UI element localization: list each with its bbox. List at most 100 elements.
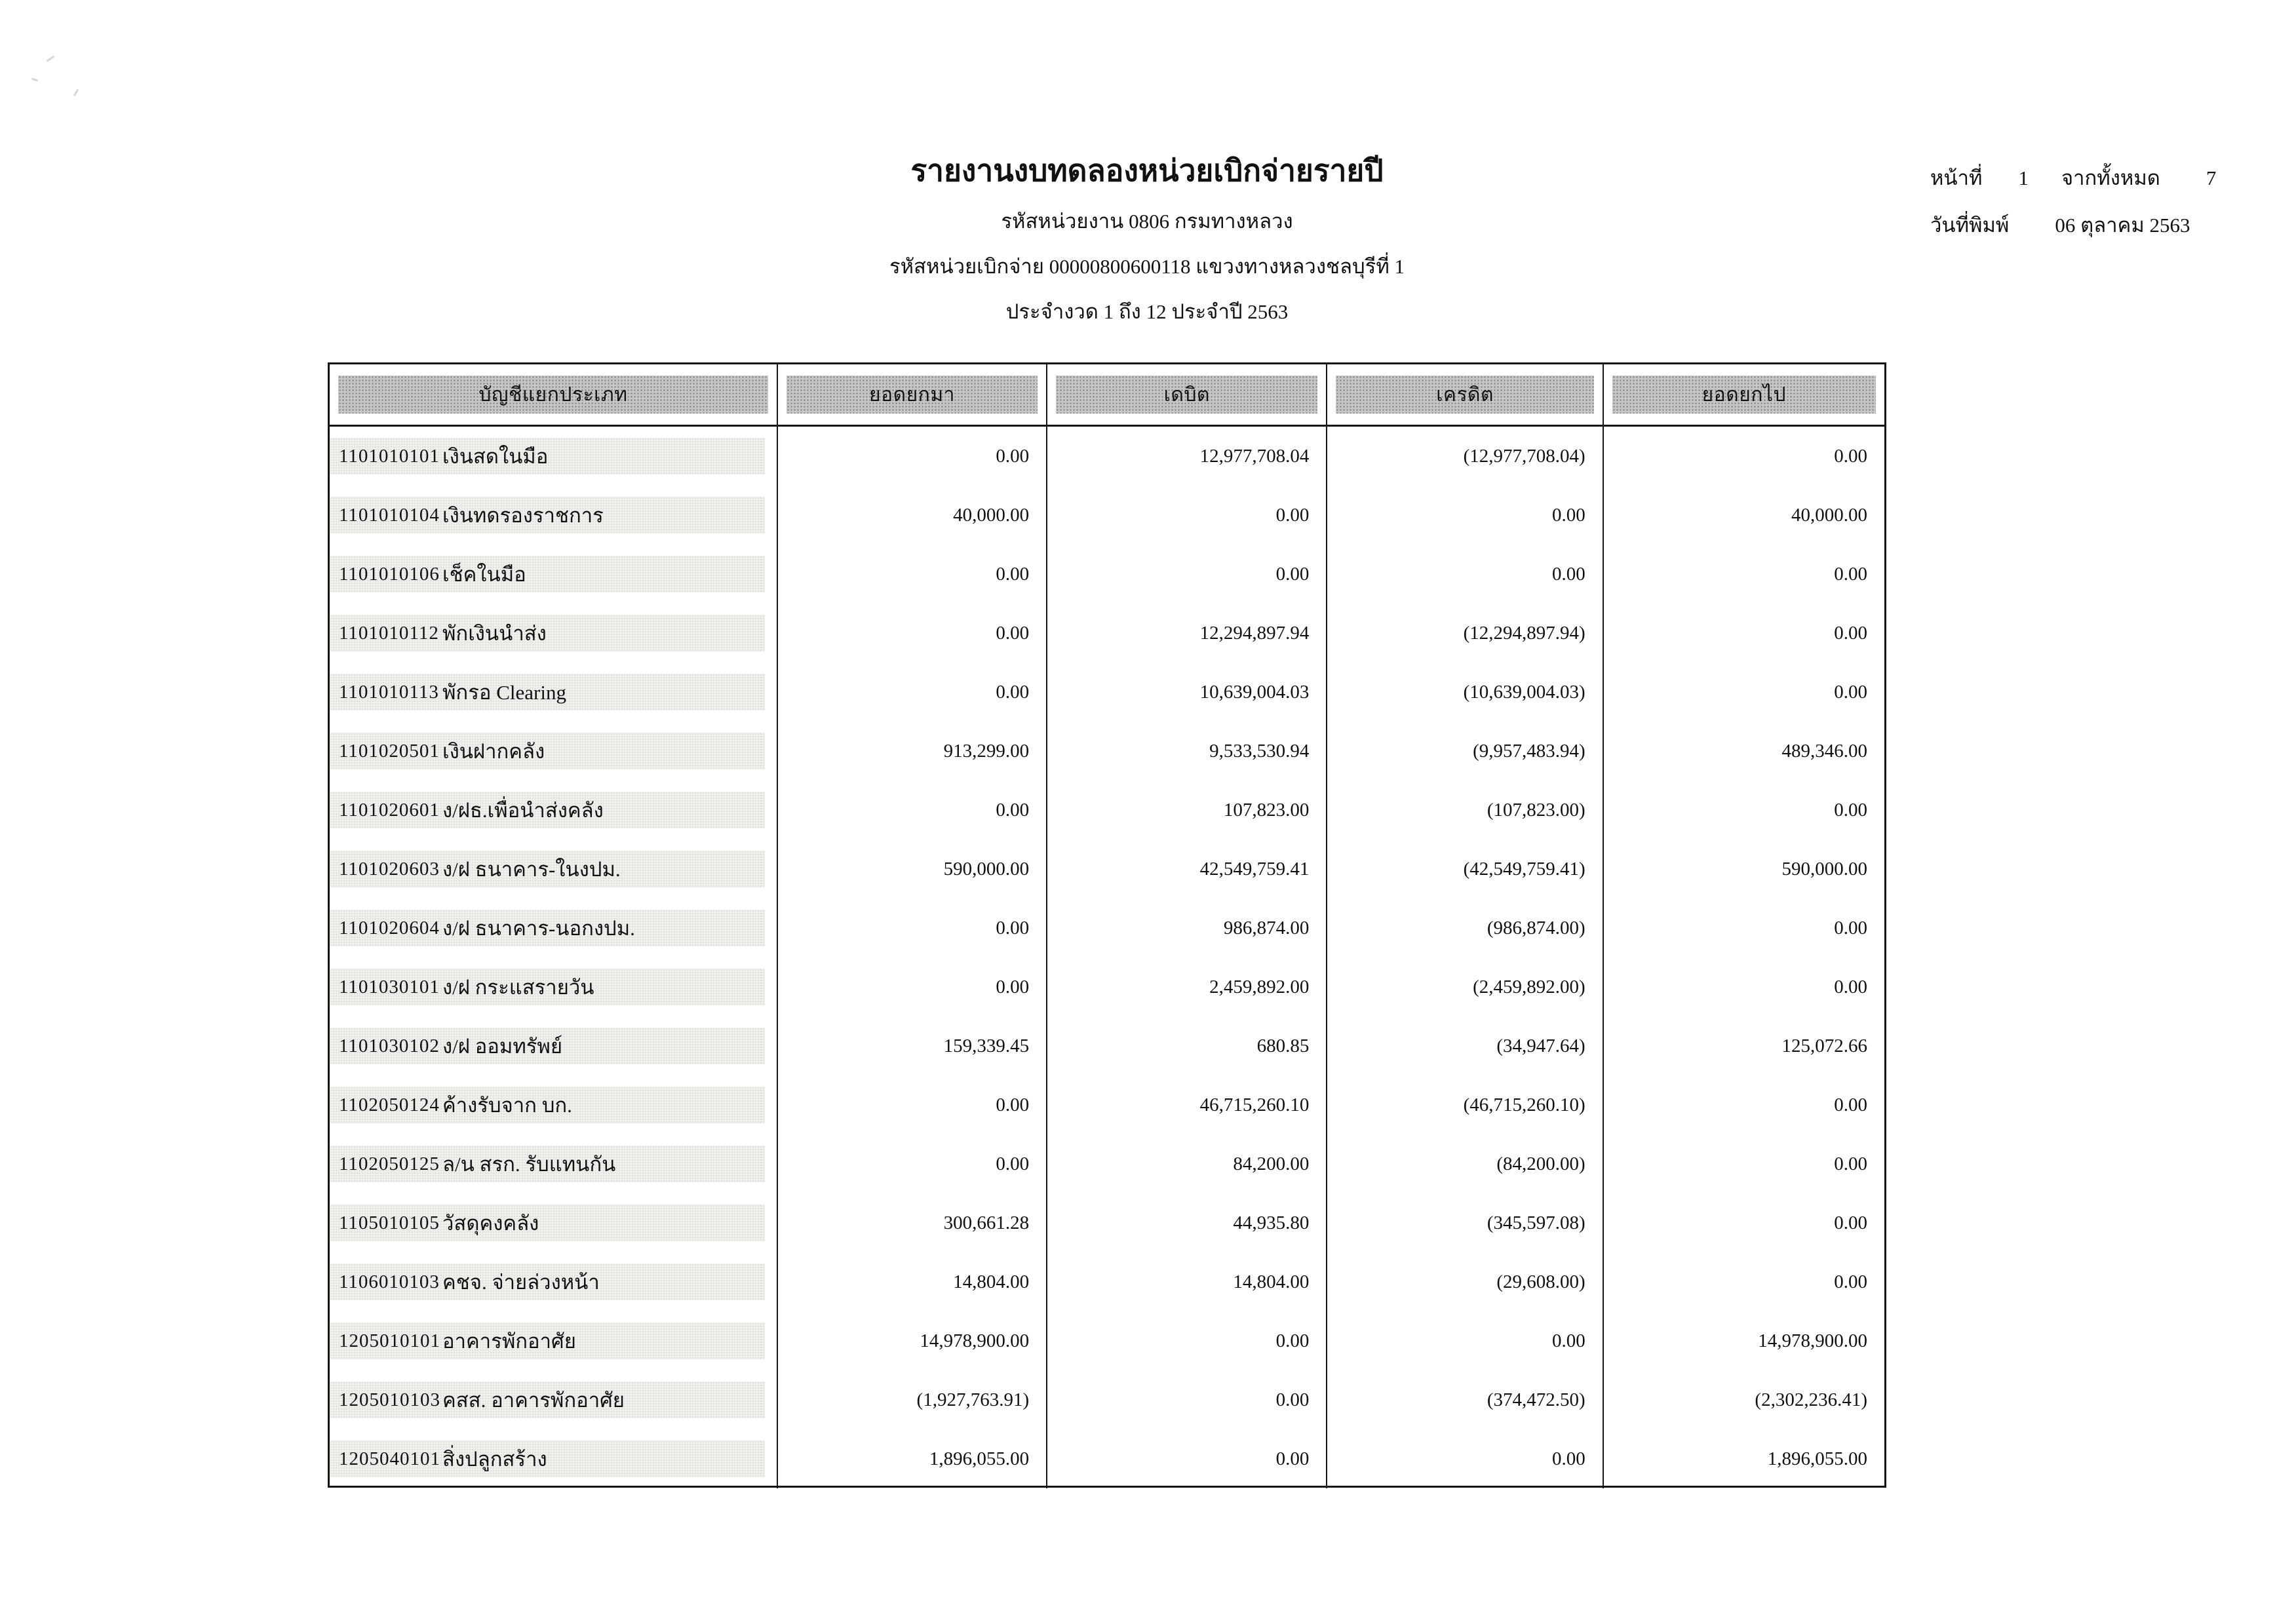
table-row: 1101010104 เงินทดรองราชการ 40,000.00 0.0…: [330, 486, 1884, 545]
account-band: 1205040101 สิ่งปลูกสร้าง: [330, 1440, 765, 1477]
table-row: 1101020604 ง/ฝ ธนาคาร-นอกงปม. 0.00 986,8…: [330, 899, 1884, 957]
account-band: 1101010112 พักเงินนำส่ง: [330, 615, 765, 651]
scan-mark: [31, 77, 39, 82]
account-band: 1101030101 ง/ฝ กระแสรายวัน: [330, 969, 765, 1005]
brought-forward-cell: 0.00: [778, 957, 1048, 1016]
debit-cell: 12,977,708.04: [1047, 427, 1328, 486]
account-cell: 1101020601 ง/ฝธ.เพื่อนำส่งคลัง: [330, 781, 778, 840]
carried-forward-cell: 0.00: [1834, 917, 1867, 938]
carried-forward-cell: 0.00: [1834, 1094, 1867, 1115]
debit-cell: 46,715,260.10: [1047, 1075, 1328, 1134]
page-number-line: หน้าที่ 1 จากทั้งหมด 7: [1930, 161, 2216, 194]
account-name: คสส. อาคารพักอาศัย: [442, 1389, 625, 1412]
account-code: 1205040101: [339, 1448, 440, 1469]
table-row: 1101020601 ง/ฝธ.เพื่อนำส่งคลัง 0.00 107,…: [330, 781, 1884, 840]
table-row: 1101020501 เงินฝากคลัง 913,299.00 9,533,…: [330, 722, 1884, 781]
account-cell: 1106010103 คชจ. จ่ายล่วงหน้า: [330, 1252, 778, 1311]
print-date-value: 06 ตุลาคม 2563: [2055, 214, 2190, 237]
account-code: 1105010105: [339, 1212, 440, 1233]
account-band: 1102050124 ค้างรับจาก บก.: [330, 1087, 765, 1123]
credit-cell: (2,459,892.00): [1327, 957, 1604, 1016]
brought-forward-cell: 300,661.28: [778, 1193, 1048, 1252]
table-row: 1102050124 ค้างรับจาก บก. 0.00 46,715,26…: [330, 1075, 1884, 1134]
table-row: 1101010113 พักรอ Clearing 0.00 10,639,00…: [330, 663, 1884, 722]
table-header-row: บัญชีแยกประเภท ยอดยกมา เดบิต เครดิต ยอดย…: [330, 364, 1884, 427]
carried-forward-cell: 0.00: [1834, 681, 1867, 703]
debit-cell: 0.00: [1047, 1370, 1328, 1429]
account-cell: 1101020603 ง/ฝ ธนาคาร-ในงปม.: [330, 840, 778, 899]
table-row: 1205010101 อาคารพักอาศัย 14,978,900.00 0…: [330, 1311, 1884, 1370]
brought-forward-cell: 0.00: [778, 899, 1048, 957]
period-line: ประจำงวด 1 ถึง 12 ประจำปี 2563: [1005, 300, 1289, 323]
page-of-label: จากทั้งหมด: [2061, 166, 2160, 189]
table-row: 1102050125 ล/น สรก. รับแทนกัน 0.00 84,20…: [330, 1134, 1884, 1193]
header-cell-account: บัญชีแยกประเภท: [330, 364, 778, 425]
account-name: อาคารพักอาศัย: [442, 1330, 576, 1353]
brought-forward-cell: 14,804.00: [778, 1252, 1048, 1311]
account-name: ง/ฝ กระแสรายวัน: [442, 976, 594, 999]
account-code: 1101030101: [339, 976, 440, 997]
header-cell-brought-forward: ยอดยกมา: [778, 364, 1048, 425]
account-name: ล/น สรก. รับแทนกัน: [442, 1153, 616, 1176]
account-cell: 1101020604 ง/ฝ ธนาคาร-นอกงปม.: [330, 899, 778, 957]
account-code: 1101030102: [339, 1035, 440, 1056]
carried-forward-cell: 0.00: [1834, 976, 1867, 997]
account-code: 1101010104: [339, 504, 440, 526]
credit-cell: 0.00: [1327, 1429, 1604, 1488]
account-cell: 1205010101 อาคารพักอาศัย: [330, 1311, 778, 1370]
account-name: เงินฝากคลัง: [442, 740, 545, 763]
credit-cell: 0.00: [1327, 545, 1604, 604]
brought-forward-cell: 159,339.45: [778, 1016, 1048, 1075]
account-band: 1101020603 ง/ฝ ธนาคาร-ในงปม.: [330, 851, 765, 887]
account-cell: 1101010101 เงินสดในมือ: [330, 427, 778, 486]
brought-forward-cell: 14,978,900.00: [778, 1311, 1048, 1370]
disbursement-unit-line: รหัสหน่วยเบิกจ่าย 00000800600118 แขวงทาง…: [889, 255, 1405, 278]
trial-balance-table: บัญชีแยกประเภท ยอดยกมา เดบิต เครดิต ยอดย…: [328, 362, 1886, 1488]
page-label: หน้าที่: [1930, 166, 1983, 189]
carried-forward-cell: 0.00: [1834, 799, 1867, 821]
total-pages: 7: [2206, 166, 2217, 189]
debit-cell: 0.00: [1047, 1311, 1328, 1370]
account-code: 1101010106: [339, 563, 440, 585]
account-band: 1105010105 วัสดุคงคลัง: [330, 1205, 765, 1241]
table-row: 1101030101 ง/ฝ กระแสรายวัน 0.00 2,459,89…: [330, 957, 1884, 1016]
account-band: 1101020501 เงินฝากคลัง: [330, 733, 765, 769]
debit-cell: 42,549,759.41: [1047, 840, 1328, 899]
carried-forward-cell: 0.00: [1834, 622, 1867, 644]
debit-cell: 84,200.00: [1047, 1134, 1328, 1193]
credit-cell: (12,977,708.04): [1327, 427, 1604, 486]
account-name: เงินทดรองราชการ: [442, 504, 604, 527]
table-row: 1101010106 เช็คในมือ 0.00 0.00 0.00 0.00: [330, 545, 1884, 604]
account-code: 1106010103: [339, 1271, 440, 1292]
account-code: 1101020601: [339, 799, 440, 821]
credit-cell: 0.00: [1327, 486, 1604, 545]
debit-cell: 107,823.00: [1047, 781, 1328, 840]
table-row: 1105010105 วัสดุคงคลัง 300,661.28 44,935…: [330, 1193, 1884, 1252]
header-carried-forward-label: ยอดยกไป: [1612, 376, 1876, 414]
account-cell: 1102050124 ค้างรับจาก บก.: [330, 1075, 778, 1134]
credit-cell: (42,549,759.41): [1327, 840, 1604, 899]
account-name: เช็คในมือ: [442, 563, 526, 586]
account-band: 1101020601 ง/ฝธ.เพื่อนำส่งคลัง: [330, 792, 765, 828]
account-band: 1106010103 คชจ. จ่ายล่วงหน้า: [330, 1264, 765, 1300]
account-code: 1101020501: [339, 740, 440, 762]
account-band: 1205010101 อาคารพักอาศัย: [330, 1323, 765, 1359]
debit-cell: 10,639,004.03: [1047, 663, 1328, 722]
debit-cell: 44,935.80: [1047, 1193, 1328, 1252]
carried-forward-cell: 0.00: [1834, 1153, 1867, 1174]
brought-forward-cell: (1,927,763.91): [778, 1370, 1048, 1429]
account-cell: 1101010106 เช็คในมือ: [330, 545, 778, 604]
carried-forward-cell: 489,346.00: [1781, 740, 1868, 762]
table-row: 1205040101 สิ่งปลูกสร้าง 1,896,055.00 0.…: [330, 1429, 1884, 1488]
account-code: 1101020603: [339, 858, 440, 880]
credit-cell: (84,200.00): [1327, 1134, 1604, 1193]
header-cell-credit: เครดิต: [1327, 364, 1604, 425]
brought-forward-cell: 0.00: [778, 1075, 1048, 1134]
debit-cell: 12,294,897.94: [1047, 604, 1328, 663]
brought-forward-cell: 0.00: [778, 545, 1048, 604]
credit-cell: (107,823.00): [1327, 781, 1604, 840]
brought-forward-cell: 0.00: [778, 663, 1048, 722]
account-name: คชจ. จ่ายล่วงหน้า: [442, 1271, 600, 1294]
account-code: 1102050125: [339, 1153, 440, 1174]
header-debit-label: เดบิต: [1056, 376, 1318, 414]
